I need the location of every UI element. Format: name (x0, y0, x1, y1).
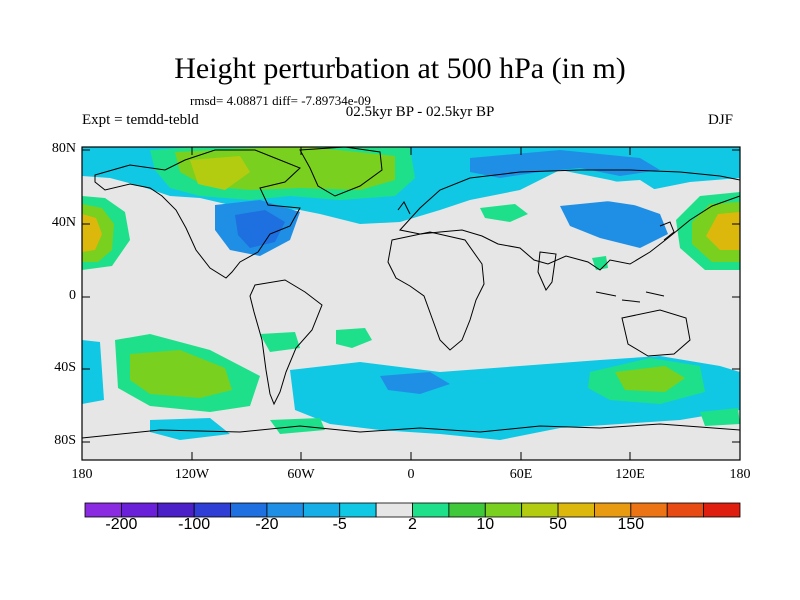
contour-fill (82, 147, 740, 440)
lat-label-0: 0 (69, 288, 76, 303)
contour-green-south-pacific (700, 408, 740, 426)
colorbar-label: -100 (178, 516, 211, 533)
coastline-antarctica (82, 423, 740, 439)
coastline-uk (397, 201, 411, 215)
coastline-greenland (299, 147, 383, 197)
coastline-india (537, 251, 557, 291)
contour-green-south-atlantic (336, 328, 372, 348)
colorbar-swatch (157, 502, 195, 518)
colorbar-swatch (339, 502, 377, 518)
colorbar-swatch (266, 502, 304, 518)
experiment-label: Expt = temdd-tebld (82, 112, 199, 128)
lon-label-180w: 180 (71, 467, 93, 482)
coastline-japan (659, 221, 675, 241)
colorbar-swatch (412, 502, 450, 518)
coastline-indonesia (595, 291, 665, 303)
colorbar-label: -20 (255, 516, 279, 533)
colorbar-swatch (448, 502, 486, 518)
rmsd-diff-stats: rmsd= 4.08871 diff= -7.89734e-09 (190, 93, 371, 108)
colorbar-swatch (666, 502, 705, 518)
colorbar-label: -5 (332, 516, 347, 533)
coastlines (82, 147, 740, 439)
contour-blue-south (380, 372, 450, 394)
contour-cyan-se-pacific-edge (82, 340, 104, 404)
colorbar-swatch (630, 502, 668, 518)
colorbar-swatch (193, 502, 231, 518)
colorbar-label: 50 (549, 516, 567, 533)
contour-blue-east-asia (560, 200, 668, 248)
lon-label-0: 0 (407, 467, 415, 482)
coastline-south-america (249, 279, 323, 406)
contour-darkblue-north-america (235, 210, 285, 248)
lon-label-180e: 180 (729, 467, 751, 482)
colorbar-label: -200 (105, 516, 138, 533)
contour-cyan-south-small (150, 418, 230, 440)
lat-label-80n: 80N (51, 141, 76, 156)
colorbar-label: 10 (476, 516, 495, 533)
colorbar-label: 2 (408, 516, 417, 533)
coastline-africa (387, 231, 485, 351)
colorbar-swatch (484, 502, 523, 518)
lon-label-60w: 60W (287, 467, 315, 482)
lon-label-120e: 120E (615, 467, 645, 482)
lat-label-40s: 40S (54, 360, 76, 375)
contour-green-south-pacific-small (260, 332, 300, 352)
contour-blue-north (470, 150, 660, 178)
contour-yellowgreen-arctic (190, 156, 250, 190)
coastline-eurasia (399, 169, 740, 271)
map-title: Height perturbation at 500 hPa (in m) (174, 52, 626, 85)
colorbar-swatch (84, 502, 122, 518)
lon-label-120w: 120W (174, 467, 210, 482)
lat-label-40n: 40N (51, 215, 76, 230)
colorbar-swatch (557, 502, 595, 518)
contour-yellow-epacific (706, 212, 740, 250)
contour-grey-gap (585, 180, 665, 206)
colorbar-swatch (703, 502, 741, 518)
colorbar (84, 502, 741, 518)
contour-lightgreen-indian-ocean (615, 366, 685, 392)
colorbar-swatch (230, 502, 268, 518)
season-label: DJF (708, 112, 734, 128)
axis-ticks (81, 147, 741, 460)
period-label: 02.5kyr BP - 02.5kyr BP (345, 104, 495, 120)
colorbar-swatch (521, 502, 559, 518)
lon-label-60e: 60E (509, 467, 533, 482)
colorbar-swatch (594, 502, 632, 518)
colorbar-swatch (120, 502, 159, 518)
coastline-north-america (94, 149, 301, 279)
contour-lightgreen-se-pacific (130, 350, 232, 398)
colorbar-label: 150 (617, 516, 645, 533)
contour-green-central-asia (480, 204, 528, 222)
coastline-australia (621, 309, 691, 357)
colorbar-swatch (375, 502, 413, 518)
colorbar-swatch (302, 502, 341, 518)
lat-label-80s: 80S (54, 433, 76, 448)
